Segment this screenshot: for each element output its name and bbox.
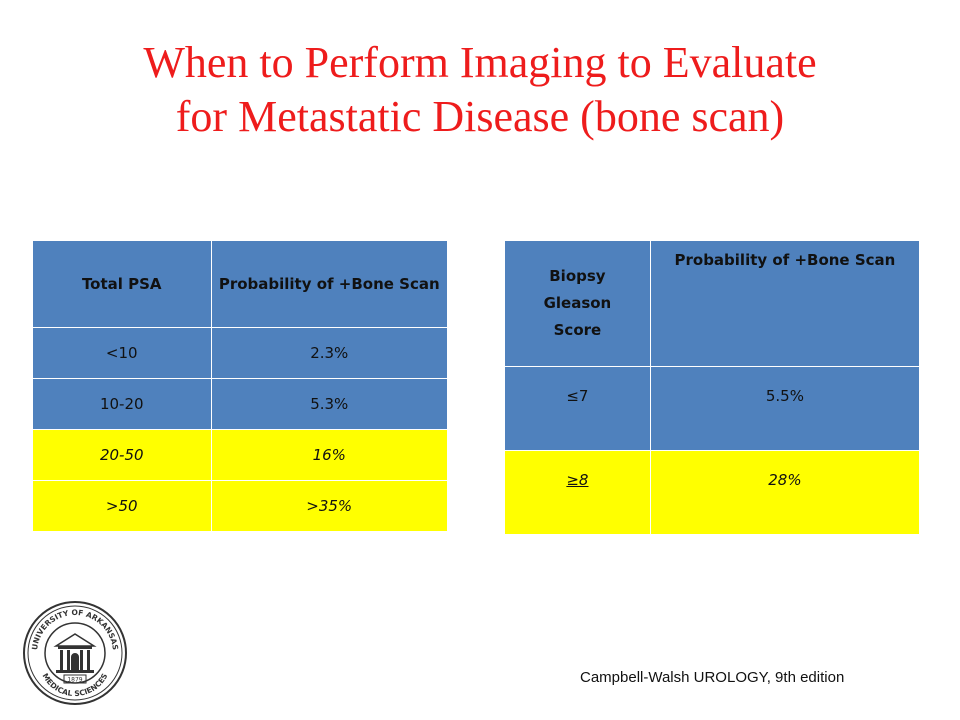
- probability-value: 28%: [649, 450, 921, 535]
- probability-value: 5.3%: [210, 378, 448, 430]
- psa-probability-table: Total PSA Probability of +Bone Scan <10 …: [32, 240, 448, 532]
- psa-value: 10-20: [32, 378, 212, 430]
- table-row: <10 2.3%: [32, 327, 448, 379]
- probability-value: 16%: [210, 429, 448, 481]
- table-row-highlighted: >50 >35%: [32, 480, 448, 532]
- seal-year: 1879: [67, 677, 82, 684]
- title-line-2: for Metastatic Disease (bone scan): [175, 92, 785, 141]
- header-probability: Probability of +Bone Scan: [649, 240, 921, 367]
- table-header-row: Total PSA Probability of +Bone Scan: [32, 240, 448, 328]
- table-row: 10-20 5.3%: [32, 378, 448, 430]
- psa-value: <10: [32, 327, 212, 379]
- probability-value: >35%: [210, 480, 448, 532]
- psa-value: >50: [32, 480, 212, 532]
- gleason-value: ≤7: [504, 366, 651, 451]
- header-probability: Probability of +Bone Scan: [210, 240, 448, 328]
- citation-text: Campbell-Walsh UROLOGY, 9th edition: [580, 669, 845, 686]
- title-line-1: When to Perform Imaging to Evaluate: [143, 38, 817, 87]
- probability-value: 2.3%: [210, 327, 448, 379]
- probability-value: 5.5%: [649, 366, 921, 451]
- psa-value: 20-50: [32, 429, 212, 481]
- slide-title: When to Perform Imaging to Evaluate for …: [0, 36, 960, 144]
- gleason-probability-table: Biopsy Gleason Score Probability of +Bon…: [504, 240, 921, 535]
- header-gleason-score: Biopsy Gleason Score: [504, 240, 651, 367]
- gleason-value: ≥8: [504, 450, 651, 535]
- table-row: ≤7 5.5%: [504, 366, 921, 451]
- university-seal-icon: UNIVERSITY OF ARKANSAS MEDICAL SCIENCES …: [22, 600, 128, 706]
- table-header-row: Biopsy Gleason Score Probability of +Bon…: [504, 240, 921, 367]
- header-total-psa: Total PSA: [32, 240, 212, 328]
- table-row-highlighted: 20-50 16%: [32, 429, 448, 481]
- table-row-highlighted: ≥8 28%: [504, 450, 921, 535]
